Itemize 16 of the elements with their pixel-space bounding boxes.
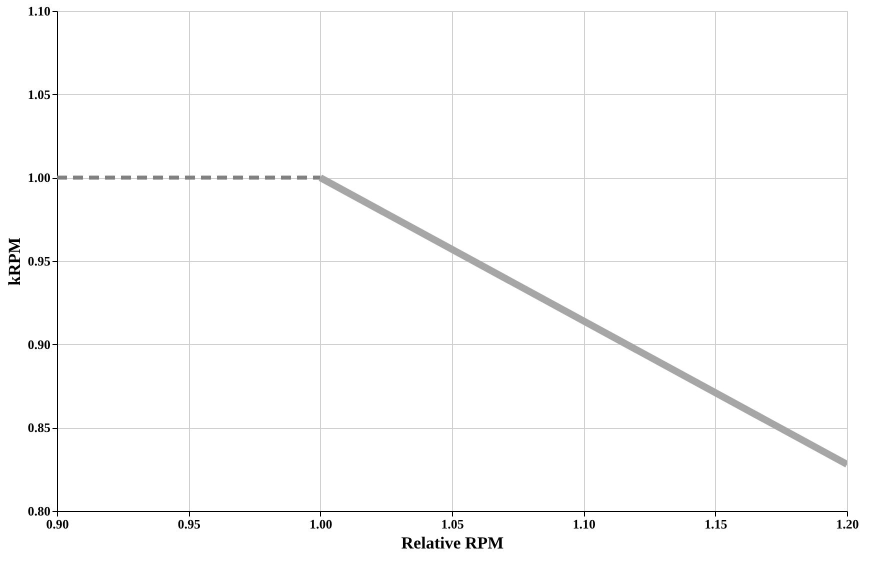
y-tick-label: 1.10 — [28, 4, 50, 18]
y-axis-title: kRPM — [4, 237, 24, 286]
x-tick-label: 1.10 — [572, 516, 596, 532]
y-tick-label: 0.80 — [28, 504, 50, 518]
x-tick-label: 1.20 — [836, 516, 859, 532]
y-tick-label: 0.90 — [28, 336, 50, 352]
x-tick-label: 1.00 — [309, 516, 332, 532]
x-tick-label: 0.90 — [46, 516, 69, 532]
y-tick-label: 1.00 — [28, 170, 50, 186]
x-tick-label: 1.05 — [441, 516, 464, 532]
y-tick-label: 0.95 — [28, 254, 51, 268]
x-tick-label: 1.15 — [704, 516, 728, 532]
x-axis-title: Relative RPM — [401, 534, 504, 552]
y-tick-label: 1.05 — [28, 86, 51, 102]
y-tick-label: 0.85 — [28, 420, 51, 436]
x-tick-label: 0.95 — [178, 516, 202, 532]
